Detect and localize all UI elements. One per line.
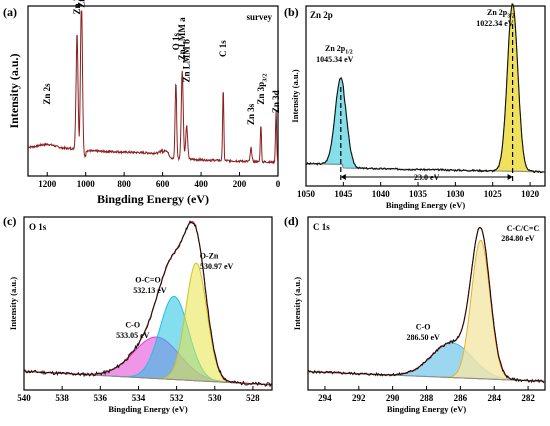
x-tick-label: 286 (454, 393, 468, 403)
x-tick-label: 1200 (38, 179, 57, 189)
panel-a: (a) 1200 1000 800 600 400 200 0 Bingding Energy … (3, 0, 281, 206)
x-tick-label: 538 (55, 393, 69, 403)
y-axis-label: Intensity (a.u.) (292, 277, 302, 330)
plot-frame (23, 216, 273, 391)
x-tick-label: 1000 (77, 179, 96, 189)
y-axis-label: Intensity (a.u.) (7, 53, 21, 128)
x-tick-label: 1045 (334, 189, 353, 199)
x-tick-label: 1025 (484, 189, 503, 199)
fit-envelope-line (308, 226, 545, 382)
x-tick-label: 1040 (372, 189, 391, 199)
x-tick-label: 284 (487, 393, 501, 403)
peak-annotation-o-c-o: O-C=O (135, 276, 160, 285)
peak-value-zn2p32: 1022.34 eV (476, 19, 514, 28)
peak-annotation: C 1s (218, 40, 228, 57)
peak-value-c-o: 533.05 eV (116, 331, 150, 340)
panel-d: (d) 294 292 290 288 286 284 282 Bingding Energy … (284, 214, 546, 414)
x-axis-label: Bingding Energy (eV) (97, 192, 209, 206)
peak-annotation: Zn LMM a (177, 17, 187, 61)
y-axis-label: Intensity (a.u.) (290, 69, 300, 122)
x-tick-label: 530 (208, 393, 222, 403)
x-tick-label: 292 (352, 393, 366, 403)
panel-label: C 1s (313, 222, 330, 232)
panel-tag: (d) (284, 214, 299, 228)
panel-b: (b) 1050 1045 1040 1035 1030 1025 1020 Bingding … (284, 3, 546, 210)
fit-peak-zn2p12 (306, 77, 396, 170)
plot-frame (27, 5, 279, 177)
peak-annotation: Zn LMM b (182, 39, 192, 83)
plot-frame (305, 5, 546, 187)
peak-value-o-c-o: 532.13 eV (133, 286, 167, 295)
fit-peak-zn2p32 (477, 3, 545, 173)
x-tick-label: 1020 (521, 189, 540, 199)
x-tick-label: 534 (132, 393, 146, 403)
panel-c: (c) 540 538 536 534 532 530 528 Bingding Energy … (3, 214, 273, 414)
x-tick-label: 0 (276, 179, 281, 189)
peak-annotation-o-zn: O-Zn (200, 252, 219, 261)
x-tick-label: 600 (156, 179, 170, 189)
peak-annotation: Zn 2p3/2 (76, 0, 89, 8)
x-tick-label: 536 (94, 393, 108, 403)
peak-annotation-zn2p12: Zn 2p1/2 (325, 44, 353, 56)
panel-tag: (c) (3, 214, 16, 228)
panel-tag: (a) (3, 5, 17, 19)
x-tick-label: 200 (233, 179, 247, 189)
peak-annotation: Zn 3d (271, 90, 281, 113)
y-axis-label: Intensity (a.u.) (8, 277, 18, 330)
x-tick-label: 282 (521, 393, 535, 403)
split-label: 23.0 eV (414, 173, 440, 182)
peak-annotation: Zn 2p1/2 (72, 0, 85, 15)
x-tick-label: 288 (420, 393, 434, 403)
survey-spectrum-line (27, 10, 279, 165)
raw-spectrum-line (307, 227, 545, 384)
x-tick-label: 540 (17, 393, 31, 403)
x-tick-label: 528 (246, 393, 260, 403)
peak-value-o-zn: 530.97 eV (200, 262, 234, 271)
peak-annotation-c-c: C-C/C=C (507, 224, 540, 233)
panel-label: survey (247, 12, 273, 22)
peak-annotation: Zn 3p3/2 (256, 74, 269, 105)
x-tick-label: 1030 (446, 189, 465, 199)
panel-label: Zn 2p (310, 10, 333, 20)
panel-tag: (b) (284, 5, 299, 19)
peak-annotation-zn2p32: Zn 2p3/2 (487, 8, 515, 20)
arrow-head-right (507, 174, 513, 180)
arrow-head-left (340, 174, 346, 180)
raw-spectrum-line (305, 3, 546, 174)
x-axis-label: Bingding Energy (eV) (386, 200, 466, 210)
peak-value-c-o: 286.50 eV (406, 333, 440, 342)
panel-label: O 1s (29, 222, 47, 232)
x-tick-label: 532 (170, 393, 184, 403)
x-tick-label: 1035 (409, 189, 428, 199)
peak-annotation: O 1s (171, 32, 181, 50)
peak-annotation-c-o: C-O (416, 322, 431, 331)
x-tick-label: 400 (194, 179, 208, 189)
peak-annotation-c-o: C-O (125, 321, 140, 330)
peak-value-c-c: 284.80 eV (501, 234, 535, 243)
x-tick-label: 294 (318, 393, 332, 403)
peak-annotation: Zn 3s (246, 103, 256, 125)
peak-annotation: Zn 2s (42, 83, 52, 105)
raw-spectrum-line (23, 220, 273, 388)
x-axis-label: Bingding Energy (eV) (387, 404, 467, 414)
peak-value-zn2p12: 1045.34 eV (316, 55, 354, 64)
x-axis-label: Bingding Energy (eV) (108, 404, 188, 414)
x-tick-label: 800 (117, 179, 131, 189)
x-tick-label: 1050 (297, 189, 316, 199)
x-tick-label: 290 (386, 393, 400, 403)
